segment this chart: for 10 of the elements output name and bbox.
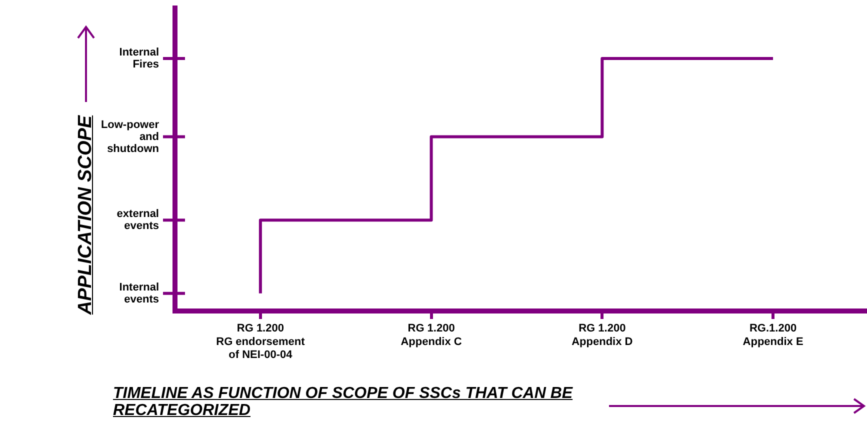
x-tick-label: RG 1.200 RG endorsement of NEI-00-04: [216, 322, 306, 362]
text: Low-power and shutdown: [100, 118, 160, 155]
y-axis-title: APPLICATION SCOPE: [75, 115, 97, 315]
x-axis-title: TIMELINE AS FUNCTION OF SCOPE OF SSCs THAT CAN BE RECATEGORIZED: [113, 385, 574, 419]
x-tick-label: RG.1.200 Appendix E: [742, 322, 804, 348]
x-tick-label: RG 1.200 Appendix D: [572, 322, 633, 348]
text: external events: [116, 208, 159, 232]
text: Internal events: [119, 281, 159, 306]
x-tick-label: RG 1.200 Appendix C: [400, 322, 462, 348]
text: Internal Fires: [119, 46, 159, 71]
